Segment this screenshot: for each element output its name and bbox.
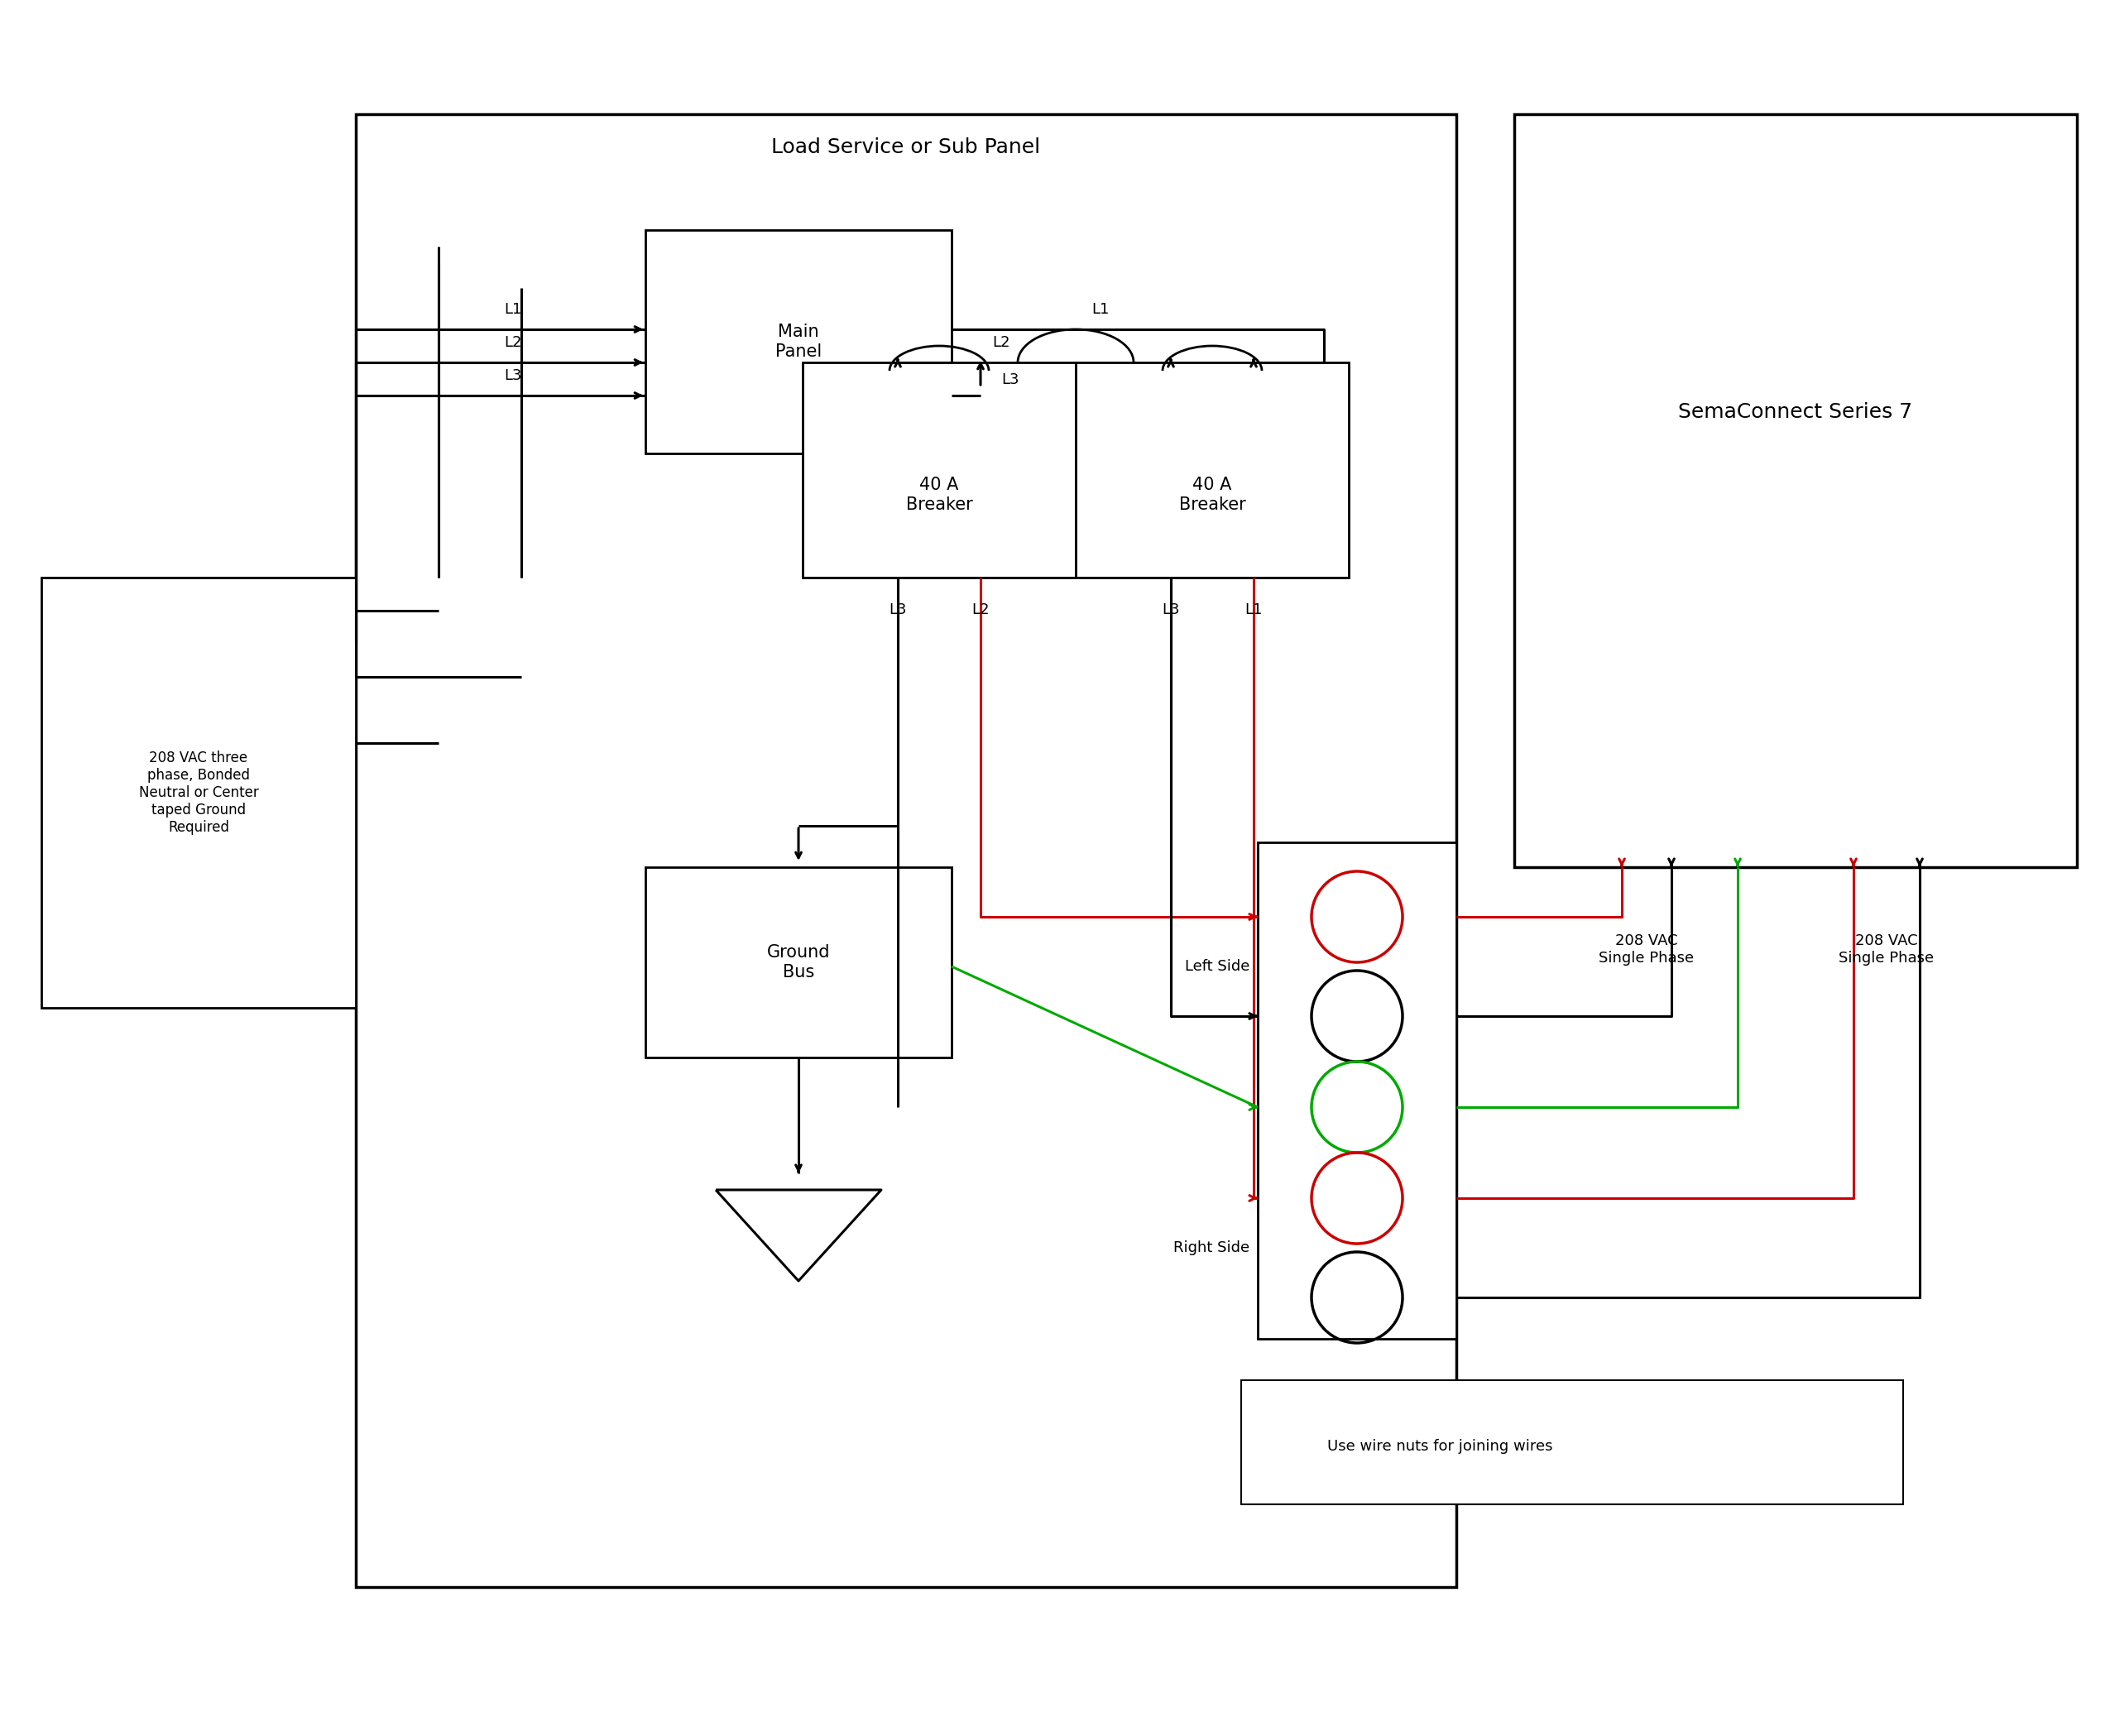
Bar bbox=[646, 231, 952, 453]
Text: Main
Panel: Main Panel bbox=[774, 325, 821, 359]
Bar bbox=[42, 578, 357, 1009]
Text: Ground
Bus: Ground Bus bbox=[766, 944, 829, 981]
Bar bbox=[1076, 363, 1348, 578]
Bar bbox=[357, 115, 1456, 1587]
Text: Left Side: Left Side bbox=[1184, 958, 1249, 974]
Text: 208 VAC
Single Phase: 208 VAC Single Phase bbox=[1599, 934, 1694, 965]
Text: SemaConnect Series 7: SemaConnect Series 7 bbox=[1677, 403, 1912, 422]
Text: L3: L3 bbox=[1163, 602, 1179, 618]
Bar bbox=[802, 363, 1076, 578]
Text: 208 VAC three
phase, Bonded
Neutral or Center
taped Ground
Required: 208 VAC three phase, Bonded Neutral or C… bbox=[139, 752, 257, 835]
Text: Right Side: Right Side bbox=[1173, 1240, 1249, 1255]
Text: L2: L2 bbox=[971, 602, 990, 618]
Text: Use wire nuts for joining wires: Use wire nuts for joining wires bbox=[1327, 1439, 1553, 1453]
Text: L3: L3 bbox=[1002, 372, 1019, 387]
Text: L1: L1 bbox=[1091, 302, 1110, 318]
Text: L2: L2 bbox=[504, 335, 521, 351]
Text: 208 VAC
Single Phase: 208 VAC Single Phase bbox=[1840, 934, 1935, 965]
Text: 40 A
Breaker: 40 A Breaker bbox=[905, 477, 973, 512]
Bar bbox=[646, 868, 952, 1057]
Bar bbox=[1515, 115, 2076, 868]
Text: L3: L3 bbox=[504, 368, 521, 384]
Text: Load Service or Sub Panel: Load Service or Sub Panel bbox=[772, 137, 1040, 158]
Bar bbox=[1241, 1380, 1903, 1505]
Text: L2: L2 bbox=[992, 335, 1011, 351]
Text: L3: L3 bbox=[888, 602, 907, 618]
Text: L1: L1 bbox=[1245, 602, 1262, 618]
Text: L1: L1 bbox=[504, 302, 521, 318]
Text: 40 A
Breaker: 40 A Breaker bbox=[1179, 477, 1245, 512]
Bar bbox=[1258, 842, 1456, 1338]
